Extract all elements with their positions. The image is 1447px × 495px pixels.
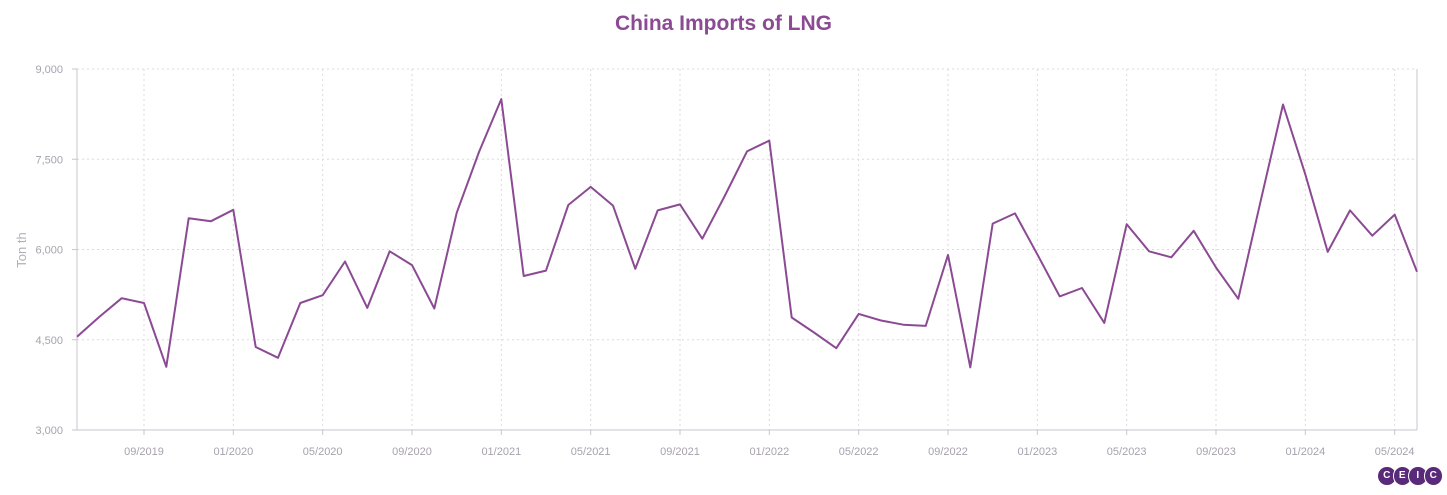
x-tick-labels: 09/2019 01/2020 05/2020 09/2020 01/2021 05/20… [124,446,1414,458]
x-tick-label: 05/2022 [839,446,879,458]
chart-title: China Imports of LNG [615,12,832,35]
y-tick-label: 7,500 [35,154,63,166]
x-tick-label: 01/2021 [481,446,521,458]
y-tick-label: 6,000 [35,245,63,257]
x-tick-label: 09/2023 [1196,446,1236,458]
y-axis-label: Ton th [14,232,29,267]
x-tick-label: 01/2023 [1017,446,1057,458]
x-tick-label: 01/2024 [1285,446,1325,458]
x-tick-label: 09/2020 [392,446,432,458]
x-tick-label: 05/2021 [571,446,611,458]
grid [77,68,1417,431]
x-tick-label: 09/2021 [660,446,700,458]
axes [72,68,1418,435]
y-tick-label: 3,000 [35,425,63,437]
x-tick-label: 05/2020 [303,446,343,458]
series-line [76,98,1418,369]
x-tick-label: 09/2019 [124,446,164,458]
x-tick-label: 01/2020 [213,446,253,458]
x-tick-label: 01/2022 [749,446,789,458]
y-tick-labels: 3,000 4,500 6,000 7,500 9,000 [35,64,63,437]
y-tick-label: 4,500 [35,335,63,347]
x-tick-label: 05/2024 [1375,446,1415,458]
y-tick-label: 9,000 [35,64,63,76]
x-tick-label: 09/2022 [928,446,968,458]
x-tick-label: 05/2023 [1107,446,1147,458]
